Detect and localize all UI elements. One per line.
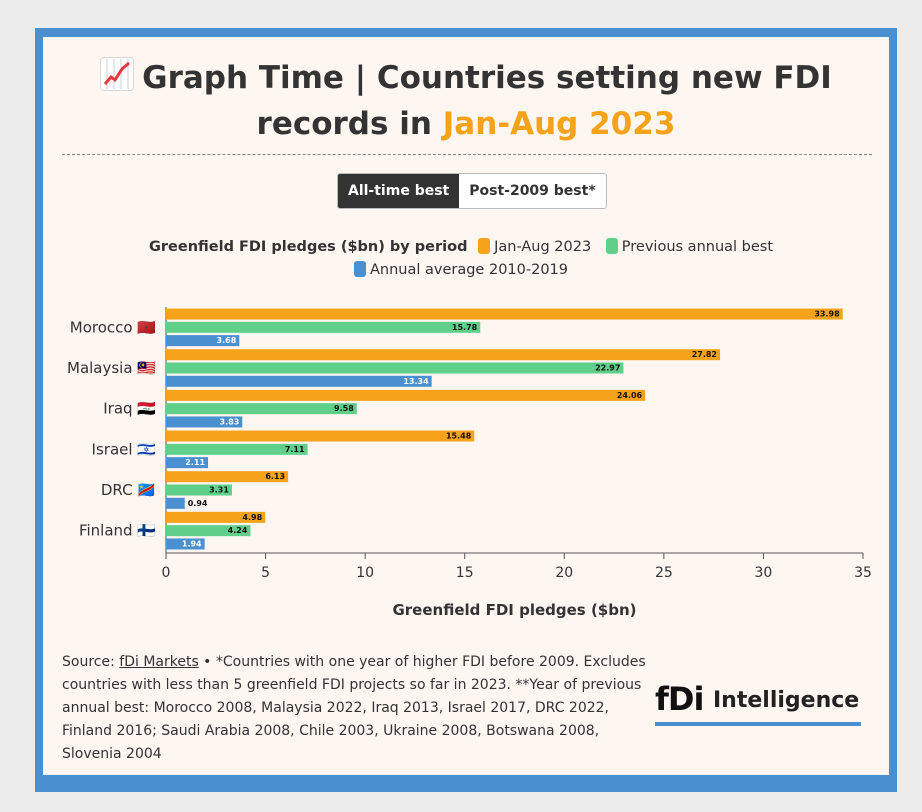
bar (166, 484, 232, 496)
legend-swatch (478, 238, 491, 254)
bar (166, 389, 646, 401)
bar-value-label: 3.83 (220, 417, 240, 426)
bar (166, 525, 251, 537)
legend-swatch (353, 261, 366, 277)
bar-chart: 0 5 10 15 20 25 30 35 Greenfield FDI pledges ($b… (67, 307, 872, 619)
category-label: DRC 🇨🇩 (101, 481, 156, 499)
chart-card: Graph Time | Countries setting new FDI r… (43, 37, 889, 775)
bar-value-label: 13.34 (403, 377, 429, 386)
bar (166, 457, 209, 469)
category-label: Finland 🇫🇮 (79, 522, 156, 540)
x-axis-title: Greenfield FDI pledges ($bn) (392, 601, 636, 619)
page-title: Graph Time | Countries setting new FDI r… (43, 55, 889, 147)
bar (166, 362, 624, 374)
legend-label: Jan-Aug 2023 (494, 239, 592, 255)
bar-value-label: 24.06 (617, 391, 643, 400)
bar (166, 403, 357, 415)
x-tick-label: 5 (261, 565, 270, 581)
category-label: Iraq 🇮🇶 (103, 400, 156, 418)
x-tick-label: 25 (655, 565, 673, 581)
post-2009-best-tab[interactable]: Post-2009 best* (459, 174, 606, 208)
view-toggle: All-time best Post-2009 best* (337, 173, 607, 209)
bar (166, 538, 205, 550)
legend-item-jan-aug-2023[interactable]: Jan-Aug 2023 (478, 238, 592, 255)
fdi-intelligence-logo: fDi Intelligence (655, 680, 865, 727)
logo-brand: fDi (655, 680, 704, 718)
bar-value-label: 6.13 (265, 472, 285, 481)
bar-value-label: 2.11 (185, 458, 205, 467)
bar-value-label: 3.31 (209, 486, 229, 495)
bar-value-label: 7.11 (285, 445, 305, 454)
bar (166, 335, 240, 347)
x-tick-label: 35 (854, 565, 872, 581)
title-text: Graph Time | Countries setting new FDI r… (142, 60, 832, 142)
bar-value-label: 9.58 (334, 404, 354, 413)
source-link[interactable]: fDi Markets (119, 654, 199, 670)
bar-value-label: 3.68 (217, 336, 237, 345)
source-text: • *Countries with one year of higher FDI… (62, 654, 646, 762)
legend-title: Greenfield FDI pledges ($bn) by period (148, 239, 468, 255)
bar (166, 443, 308, 455)
legend-item-previous-best[interactable]: Previous annual best (605, 238, 774, 255)
title-divider (62, 154, 872, 155)
x-tick-label: 0 (162, 565, 171, 581)
chart-legend: Greenfield FDI pledges ($bn) by period J… (43, 236, 889, 282)
bar-value-label: 4.24 (228, 526, 248, 535)
x-tick-label: 10 (356, 565, 374, 581)
bar (166, 430, 475, 442)
bar (166, 375, 432, 387)
category-label: Morocco 🇲🇦 (70, 318, 157, 336)
bar-value-label: 4.98 (242, 513, 262, 522)
x-tick-label: 20 (555, 565, 573, 581)
bar-value-label: 33.98 (814, 310, 840, 319)
category-label: Israel 🇮🇱 (92, 440, 157, 458)
title-highlight: Jan-Aug 2023 (442, 106, 676, 142)
bar-value-label: 15.48 (446, 432, 472, 441)
chart-increasing-icon (100, 57, 135, 91)
bar (166, 511, 266, 523)
legend-label: Annual average 2010-2019 (369, 262, 568, 278)
x-tick-label: 15 (456, 565, 474, 581)
category-label: Malaysia 🇲🇾 (67, 359, 156, 377)
source-prefix: Source: (62, 654, 120, 670)
bar-value-label: 27.82 (692, 350, 717, 359)
bar (166, 321, 481, 333)
legend-item-annual-average[interactable]: Annual average 2010-2019 (353, 261, 568, 278)
bar (166, 497, 185, 509)
bar (166, 471, 289, 483)
bar-value-label: 22.97 (595, 364, 620, 373)
bar (166, 308, 843, 320)
bar (166, 349, 721, 361)
bar (166, 416, 243, 428)
source-note: Source: fDi Markets • *Countries with on… (62, 651, 652, 766)
logo-word: Intelligence (713, 688, 860, 713)
x-tick-label: 30 (755, 565, 773, 581)
bar-value-label: 1.94 (182, 539, 202, 548)
logo-underline (655, 722, 861, 726)
legend-swatch (605, 238, 618, 254)
bar-value-label: 0.94 (188, 499, 208, 508)
all-time-best-tab[interactable]: All-time best (338, 174, 460, 208)
legend-label: Previous annual best (621, 239, 774, 255)
bar-value-label: 15.78 (452, 323, 478, 332)
